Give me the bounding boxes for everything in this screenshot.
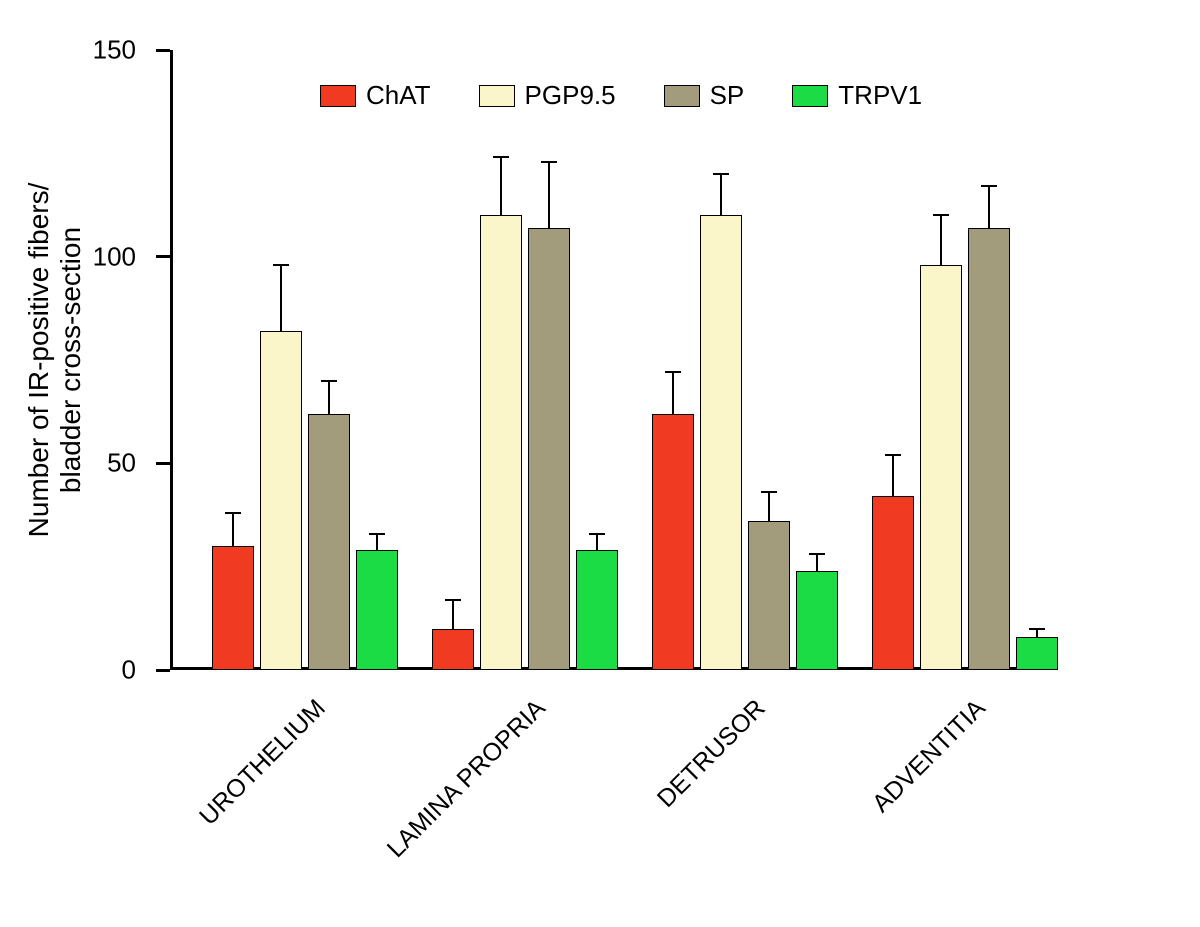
bar-ChAT xyxy=(872,496,914,670)
error-bar xyxy=(816,554,818,571)
legend-label: TRPV1 xyxy=(838,80,922,111)
bar-PGP95 xyxy=(480,215,522,670)
y-tick xyxy=(156,49,170,52)
error-cap xyxy=(713,173,729,175)
y-tick xyxy=(156,462,170,465)
bar-PGP95 xyxy=(700,215,742,670)
x-category-label: ADVENTITIA xyxy=(867,694,992,819)
legend-item: TRPV1 xyxy=(792,80,922,111)
bar-PGP95 xyxy=(260,331,302,670)
y-tick-label: 150 xyxy=(0,35,136,66)
legend-label: ChAT xyxy=(366,80,431,111)
error-cap xyxy=(445,599,461,601)
error-bar xyxy=(596,534,598,551)
chart-container: 050100150 Number of IR-positive fibers/ … xyxy=(0,0,1200,927)
bar-SP xyxy=(308,414,350,670)
legend-swatch xyxy=(479,85,515,107)
bar-ChAT xyxy=(212,546,254,670)
error-cap xyxy=(541,161,557,163)
y-tick xyxy=(156,255,170,258)
error-bar xyxy=(280,265,282,331)
error-cap xyxy=(1029,628,1045,630)
error-bar xyxy=(720,174,722,215)
error-cap xyxy=(493,156,509,158)
x-category-label: UROTHELIUM xyxy=(194,694,331,831)
legend-label: SP xyxy=(710,80,745,111)
legend-swatch xyxy=(664,85,700,107)
bar-SP xyxy=(968,228,1010,670)
bar-ChAT xyxy=(432,629,474,670)
y-axis-title: Number of IR-positive fibers/ bladder cr… xyxy=(23,183,87,538)
error-cap xyxy=(885,454,901,456)
legend: ChAT PGP9.5 SP TRPV1 xyxy=(320,80,922,111)
error-bar xyxy=(328,381,330,414)
error-cap xyxy=(981,185,997,187)
legend-item: PGP9.5 xyxy=(479,80,616,111)
error-bar xyxy=(768,492,770,521)
legend-swatch xyxy=(320,85,356,107)
error-cap xyxy=(933,214,949,216)
legend-label: PGP9.5 xyxy=(525,80,616,111)
error-cap xyxy=(321,380,337,382)
bar-SP xyxy=(528,228,570,670)
x-category-label: LAMINA PROPRIA xyxy=(382,694,552,864)
error-cap xyxy=(273,264,289,266)
error-bar xyxy=(940,215,942,265)
x-category-label: DETRUSOR xyxy=(652,694,772,814)
error-cap xyxy=(589,533,605,535)
bar-TRPV1 xyxy=(356,550,398,670)
error-bar xyxy=(500,157,502,215)
bar-TRPV1 xyxy=(796,571,838,670)
error-bar xyxy=(548,162,550,228)
legend-item: SP xyxy=(664,80,745,111)
error-bar xyxy=(376,534,378,551)
legend-item: ChAT xyxy=(320,80,431,111)
error-bar xyxy=(892,455,894,496)
y-tick xyxy=(156,669,170,672)
y-tick-label: 0 xyxy=(0,655,136,686)
bar-TRPV1 xyxy=(1016,637,1058,670)
error-cap xyxy=(665,371,681,373)
error-cap xyxy=(761,491,777,493)
error-cap xyxy=(809,553,825,555)
error-bar xyxy=(1036,629,1038,637)
bar-SP xyxy=(748,521,790,670)
bar-ChAT xyxy=(652,414,694,670)
error-bar xyxy=(672,372,674,413)
legend-swatch xyxy=(792,85,828,107)
error-cap xyxy=(369,533,385,535)
error-bar xyxy=(988,186,990,227)
error-bar xyxy=(452,600,454,629)
error-bar xyxy=(232,513,234,546)
bar-TRPV1 xyxy=(576,550,618,670)
bar-PGP95 xyxy=(920,265,962,670)
error-cap xyxy=(225,512,241,514)
